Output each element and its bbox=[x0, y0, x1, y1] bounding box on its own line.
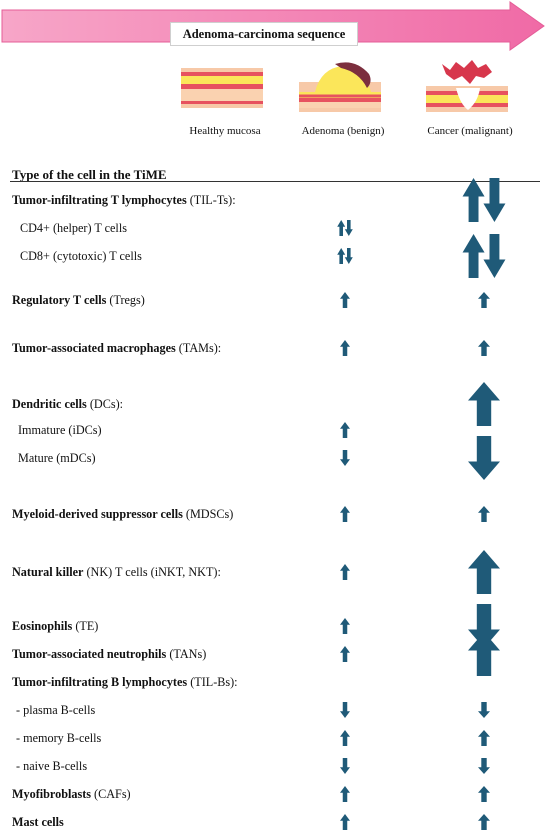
adenoma-row-15-down-arrow bbox=[340, 758, 350, 774]
row-label-cd8: CD8+ (cytotoxic) T cells bbox=[20, 249, 142, 263]
cancer-illustration bbox=[426, 60, 508, 112]
cancer-row-16-up-arrow bbox=[478, 786, 490, 802]
cancer-row-2-down-arrow bbox=[483, 234, 506, 278]
row-label-til-t: Tumor-infiltrating T lymphocytes (TIL-Ts… bbox=[12, 193, 236, 207]
cancer-row-4-up-arrow bbox=[478, 340, 490, 356]
adenoma-row-13-down-arrow bbox=[340, 702, 350, 718]
row-label-naive-b: - naive B-cells bbox=[16, 759, 88, 773]
row-label-mast: Mast cells bbox=[12, 815, 64, 829]
row-label-tregs: Regulatory T cells (Tregs) bbox=[12, 293, 145, 307]
adenoma-row-3-up-arrow bbox=[340, 292, 350, 308]
cancer-row-11-up-arrow bbox=[468, 632, 500, 676]
cancer-row-17-up-arrow bbox=[478, 814, 490, 830]
row-label-cd4: CD4+ (helper) T cells bbox=[20, 221, 127, 235]
row-label-memory-b: - memory B-cells bbox=[16, 731, 102, 745]
cancer-row-14-up-arrow bbox=[478, 730, 490, 746]
cancer-row-0-down-arrow bbox=[483, 178, 506, 222]
row-label-dcs: Dendritic cells (DCs): bbox=[12, 397, 124, 411]
cancer-row-9-up-arrow bbox=[468, 550, 500, 594]
adenoma-row-8-up-arrow bbox=[340, 506, 350, 522]
adenoma-illustration bbox=[299, 62, 381, 112]
row-label-til-b: Tumor-infiltrating B lymphocytes (TIL-Bs… bbox=[12, 675, 238, 689]
stage-label-cancer: Cancer (malignant) bbox=[427, 125, 513, 137]
adenoma-row-2-down-arrow bbox=[344, 248, 353, 264]
cancer-row-7-down-arrow bbox=[468, 436, 500, 480]
stage-label-healthy: Healthy mucosa bbox=[189, 125, 261, 137]
adenoma-row-17-up-arrow bbox=[340, 814, 350, 830]
cancer-row-0-up-arrow bbox=[462, 178, 485, 222]
adenoma-row-7-down-arrow bbox=[340, 450, 350, 466]
row-label-myofibroblasts: Myofibroblasts (CAFs) bbox=[12, 787, 131, 801]
table-header: Type of the cell in the TiME bbox=[12, 167, 167, 182]
row-label-plasma-b: - plasma B-cells bbox=[16, 703, 96, 717]
sequence-title: Adenoma-carcinoma sequence bbox=[170, 22, 358, 46]
adenoma-row-9-up-arrow bbox=[340, 564, 350, 580]
adenoma-row-10-up-arrow bbox=[340, 618, 350, 634]
row-label-nk: Natural killer (NK) T cells (iNKT, NKT): bbox=[12, 565, 221, 579]
adenoma-row-6-up-arrow bbox=[340, 422, 350, 438]
cancer-row-13-down-arrow bbox=[478, 702, 490, 718]
row-label-idcs: Immature (iDCs) bbox=[18, 423, 102, 437]
row-label-mdcs: Mature (mDCs) bbox=[18, 451, 96, 465]
adenoma-row-2-up-arrow bbox=[337, 248, 346, 264]
header-divider bbox=[10, 181, 540, 182]
stage-label-adenoma: Adenoma (benign) bbox=[301, 125, 385, 137]
cancer-row-3-up-arrow bbox=[478, 292, 490, 308]
cancer-row-2-up-arrow bbox=[462, 234, 485, 278]
adenoma-row-1-down-arrow bbox=[344, 220, 353, 236]
cancer-row-8-up-arrow bbox=[478, 506, 490, 522]
adenoma-row-1-up-arrow bbox=[337, 220, 346, 236]
adenoma-row-14-up-arrow bbox=[340, 730, 350, 746]
cancer-row-5-up-arrow bbox=[468, 382, 500, 426]
cancer-row-15-down-arrow bbox=[478, 758, 490, 774]
adenoma-row-11-up-arrow bbox=[340, 646, 350, 662]
adenoma-row-16-up-arrow bbox=[340, 786, 350, 802]
row-label-eosinophils: Eosinophils (TE) bbox=[12, 619, 99, 633]
row-label-tams: Tumor-associated macrophages (TAMs): bbox=[12, 341, 222, 355]
cancer-row-10-down-arrow bbox=[468, 604, 500, 648]
row-label-mdscs: Myeloid-derived suppressor cells (MDSCs) bbox=[12, 507, 234, 521]
adenoma-row-4-up-arrow bbox=[340, 340, 350, 356]
row-label-tans: Tumor-associated neutrophils (TANs) bbox=[12, 647, 207, 661]
healthy-mucosa-illustration bbox=[181, 68, 263, 108]
